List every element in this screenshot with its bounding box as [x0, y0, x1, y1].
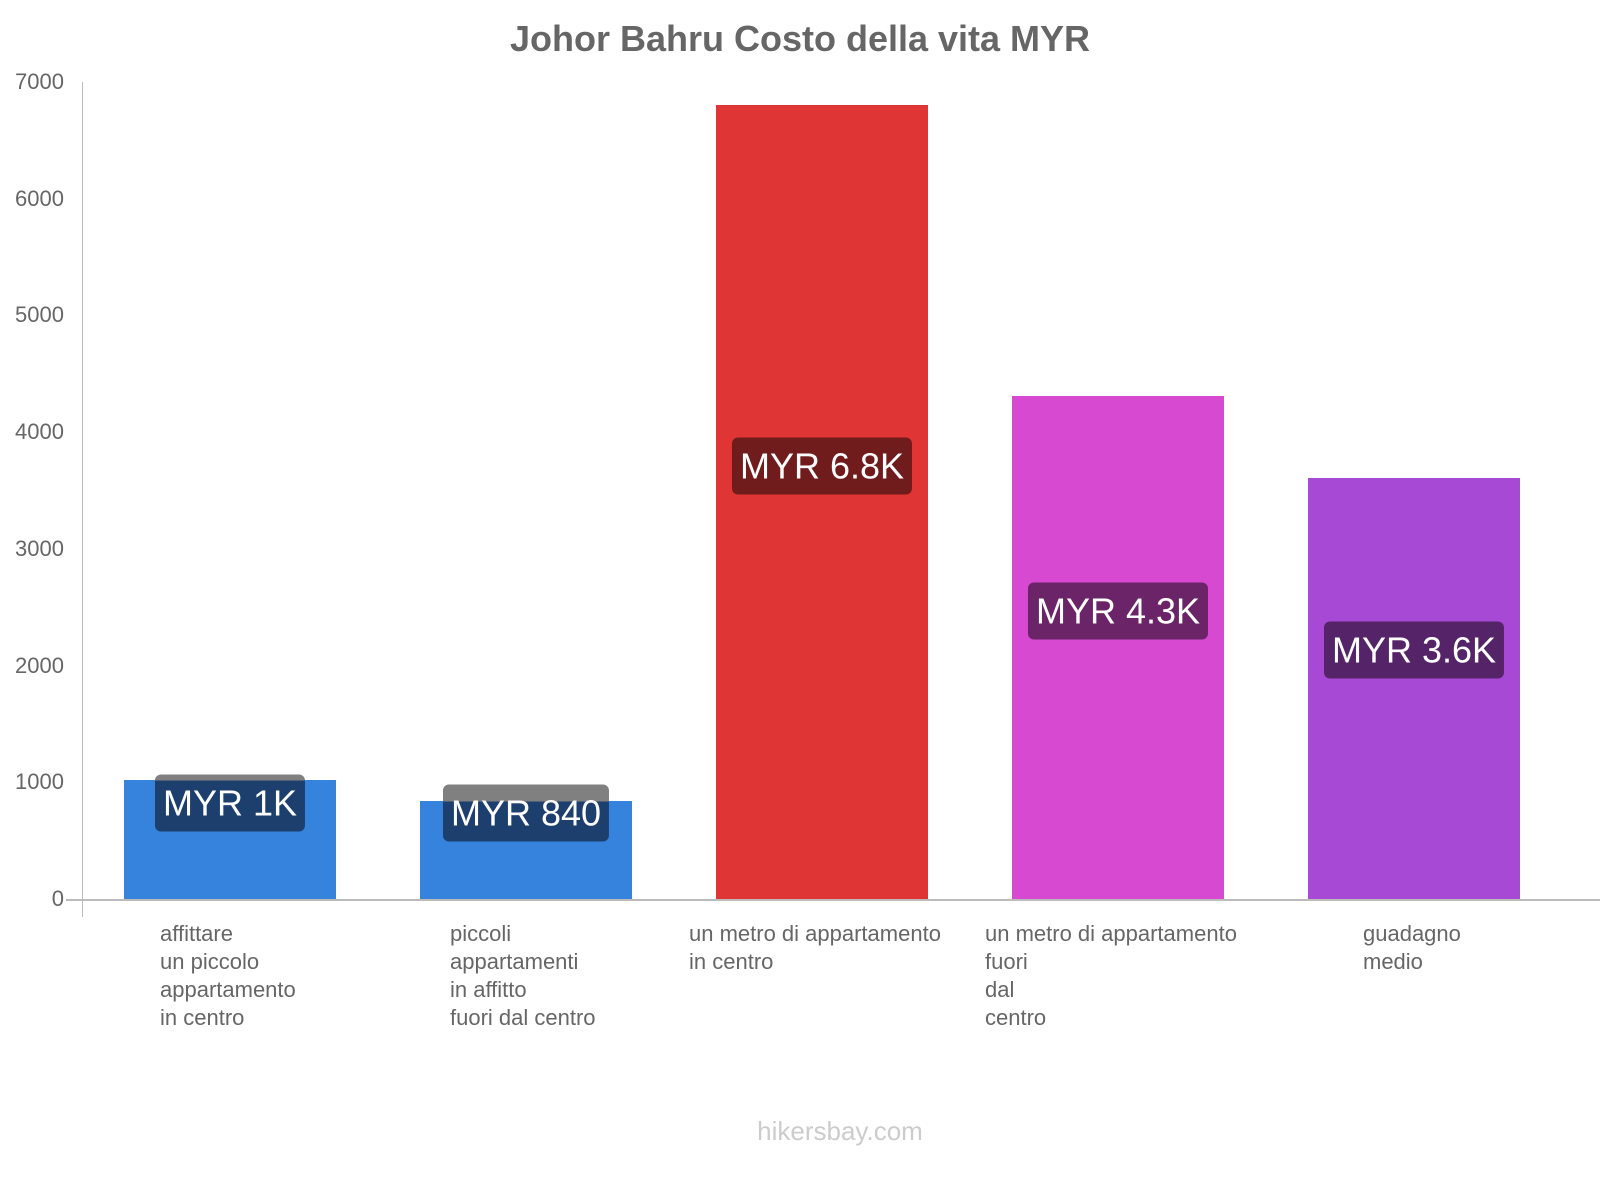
chart-title: Johor Bahru Costo della vita MYR [509, 18, 1091, 59]
y-tick: 5000 [15, 302, 64, 327]
y-tick: 6000 [15, 186, 64, 211]
x-category-label: affittare un piccolo appartamento in cen… [160, 921, 296, 1030]
x-category-label: un metro di appartamento fuori dal centr… [985, 921, 1237, 1030]
bar-sqm-center [716, 105, 928, 899]
x-category-label: un metro di appartamento in centro [689, 921, 941, 974]
x-category-label: piccoli appartamenti in affitto fuori da… [450, 921, 596, 1030]
watermark: hikersbay.com [757, 1116, 923, 1146]
y-tick: 2000 [15, 653, 64, 678]
y-axis-line [82, 82, 83, 917]
bar-average-salary [1308, 477, 1520, 899]
x-category-label: guadagno medio [1363, 921, 1461, 974]
y-tick: 4000 [15, 419, 64, 444]
bar-value-label: MYR 3.6K [1323, 621, 1505, 679]
bar-value-label: MYR 840 [442, 784, 610, 842]
x-axis-line [66, 899, 1600, 901]
bar-value-label: MYR 4.3K [1027, 582, 1209, 640]
y-tick: 3000 [15, 536, 64, 561]
bar-sqm-outside [1012, 395, 1224, 899]
bar-value-label: MYR 6.8K [731, 437, 913, 495]
y-tick: 1000 [15, 769, 64, 794]
bar-value-label: MYR 1K [154, 774, 306, 832]
y-tick: 7000 [15, 69, 64, 94]
y-tick: 0 [51, 886, 64, 911]
